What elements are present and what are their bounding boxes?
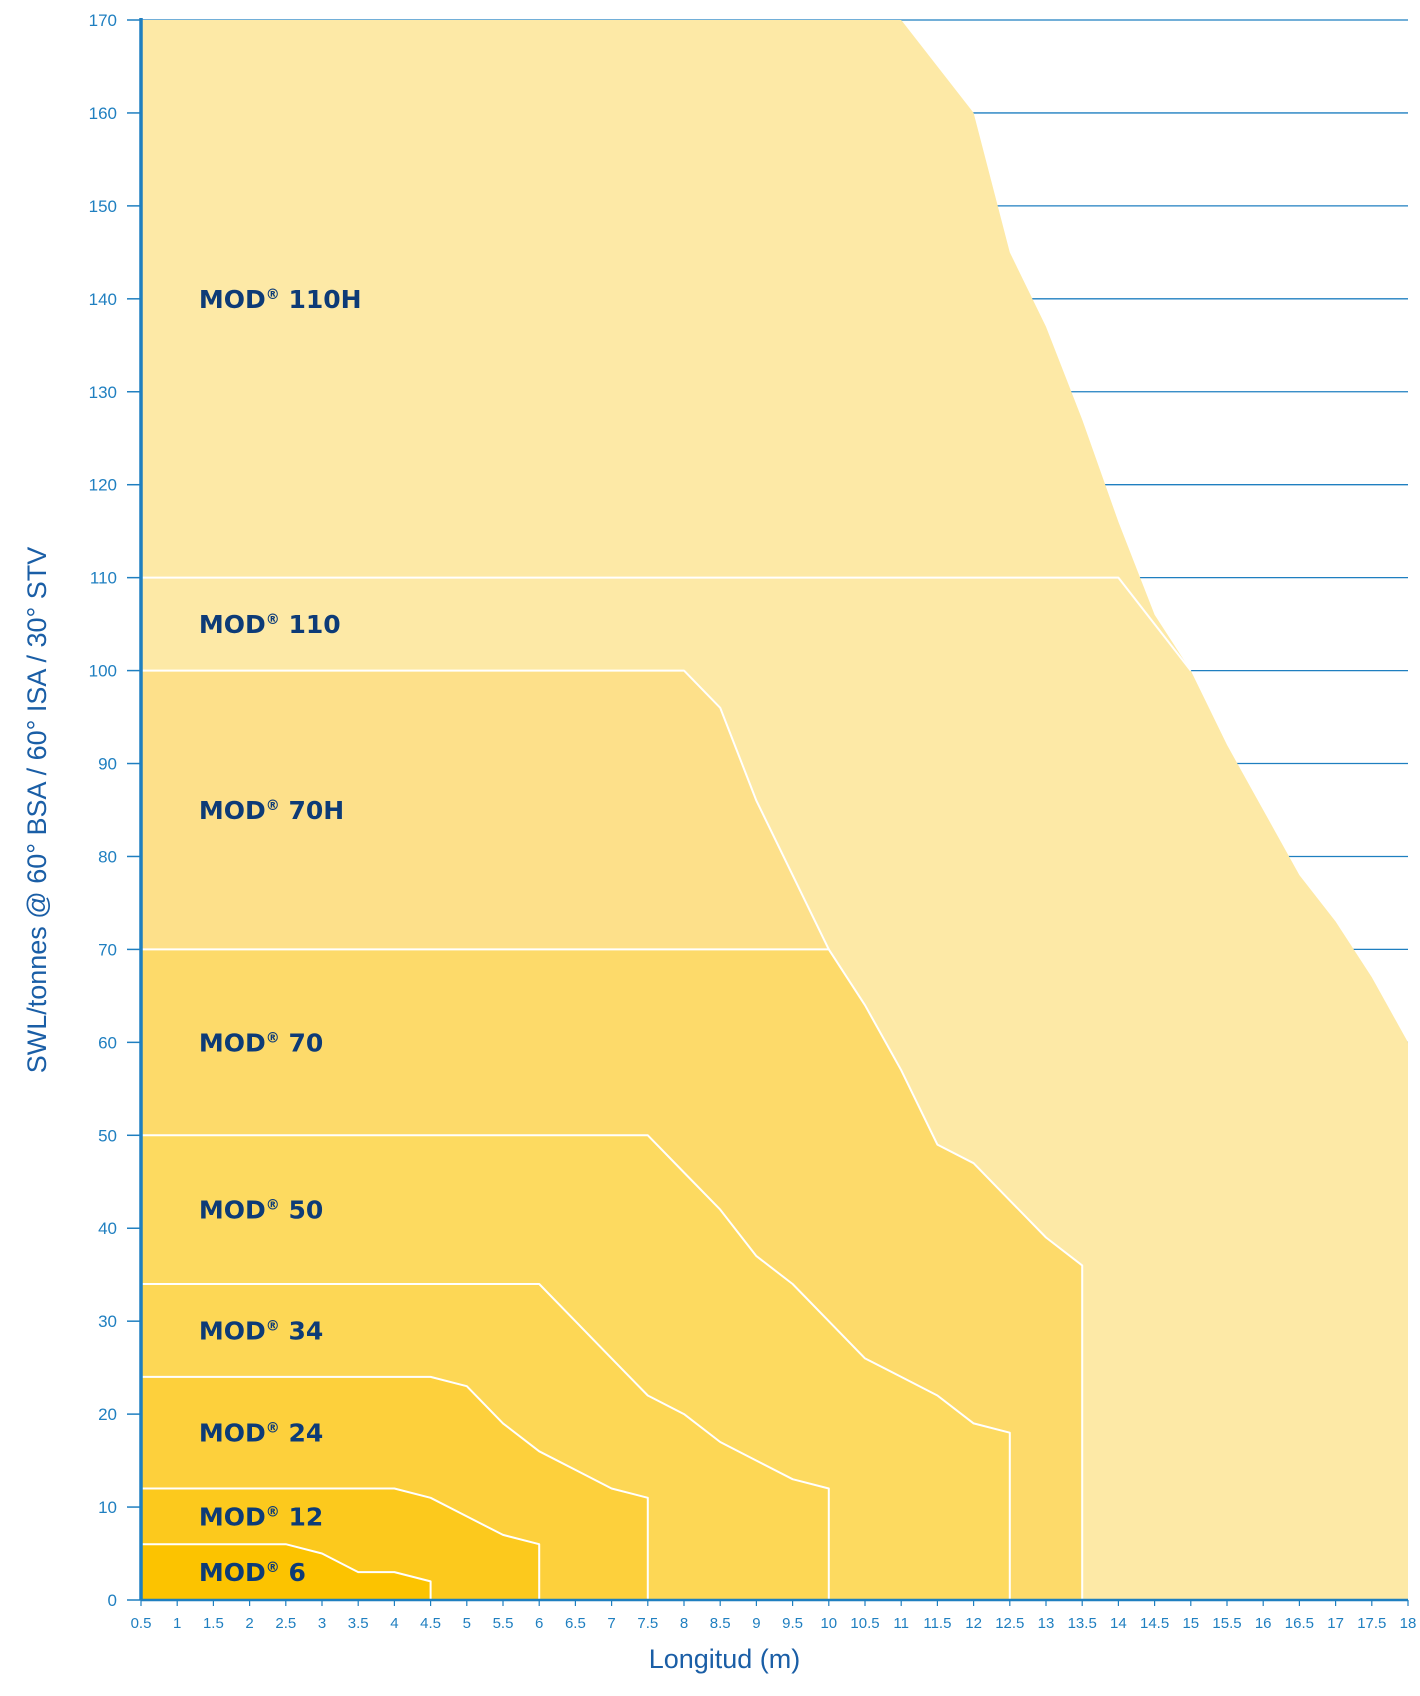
y-tick-label: 150 <box>89 197 117 216</box>
y-tick-label: 50 <box>98 1126 117 1145</box>
tick-labels: 0102030405060708090100110120130140150160… <box>89 11 1417 1632</box>
x-tick-label: 11.5 <box>923 1615 951 1632</box>
x-tick-label: 12.5 <box>995 1615 1024 1632</box>
x-tick-label: 1.5 <box>203 1615 224 1632</box>
y-tick-label: 80 <box>98 847 117 866</box>
y-tick-label: 170 <box>89 11 117 30</box>
label-mod-70h: MOD® 70H <box>199 796 344 825</box>
x-tick-label: 10 <box>820 1615 837 1632</box>
y-tick-label: 140 <box>89 290 117 309</box>
area-mod-6 <box>141 1544 431 1600</box>
x-tick-label: 11 <box>893 1615 909 1632</box>
x-tick-label: 6.5 <box>565 1615 586 1632</box>
y-tick-label: 40 <box>98 1219 117 1238</box>
x-tick-label: 13 <box>1038 1615 1055 1632</box>
y-tick-label: 30 <box>98 1312 117 1331</box>
x-tick-label: 17 <box>1327 1615 1344 1632</box>
boundary-mod-110 <box>141 576 1192 672</box>
y-tick-label: 60 <box>98 1033 117 1052</box>
x-tick-label: 18 <box>1400 1615 1417 1632</box>
label-mod-110h: MOD® 110H <box>199 285 362 314</box>
x-tick-label: 13.5 <box>1068 1615 1097 1632</box>
region-labels: MOD® 110H MOD® 110 MOD® 70H MOD® 70 MOD® 50 M… <box>199 285 362 1587</box>
x-tick-label: 14.5 <box>1140 1615 1169 1632</box>
capacity-boundaries <box>141 576 1192 1600</box>
x-tick-label: 8.5 <box>710 1615 731 1632</box>
x-tick-label: 17.5 <box>1357 1615 1386 1632</box>
label-mod-34: MOD® 34 <box>199 1316 323 1345</box>
x-tick-label: 12 <box>965 1615 982 1632</box>
boundary-mod-34 <box>141 1283 830 1600</box>
y-tick-label: 110 <box>90 569 117 588</box>
x-tick-label: 3.5 <box>348 1615 369 1632</box>
x-tick-label: 0.5 <box>131 1615 152 1632</box>
x-tick-label: 4 <box>390 1615 398 1632</box>
x-axis-title: Longitud (m) <box>649 1644 801 1674</box>
x-tick-label: 7 <box>607 1615 615 1632</box>
y-tick-label: 130 <box>89 383 117 402</box>
x-tick-label: 3 <box>318 1615 326 1632</box>
x-tick-label: 9.5 <box>782 1615 803 1632</box>
x-tick-label: 5 <box>463 1615 471 1632</box>
label-mod-12: MOD® 12 <box>199 1502 323 1531</box>
x-tick-label: 1 <box>173 1615 181 1632</box>
x-tick-label: 9 <box>752 1615 760 1632</box>
x-tick-label: 4.5 <box>420 1615 441 1632</box>
y-tick-label: 10 <box>98 1498 117 1517</box>
boundary-mod-70h <box>141 669 830 950</box>
label-mod-110: MOD® 110 <box>199 610 341 639</box>
label-mod-50: MOD® 50 <box>199 1196 323 1225</box>
boundary-mod-24 <box>141 1375 649 1600</box>
axes <box>127 18 1409 1606</box>
boundary-mod-50 <box>141 1134 1011 1600</box>
y-tick-label: 0 <box>108 1591 117 1610</box>
x-tick-label: 15 <box>1182 1615 1199 1632</box>
x-tick-label: 2.5 <box>275 1615 296 1632</box>
x-tick-label: 7.5 <box>637 1615 658 1632</box>
x-tick-label: 16 <box>1255 1615 1272 1632</box>
boundary-mod-12 <box>141 1487 541 1600</box>
label-mod-70: MOD® 70 <box>199 1028 323 1057</box>
label-mod-24: MOD® 24 <box>199 1419 323 1448</box>
label-mod-6: MOD® 6 <box>199 1558 306 1587</box>
x-tick-label: 6 <box>535 1615 543 1632</box>
x-tick-label: 16.5 <box>1285 1615 1314 1632</box>
y-axis-title: SWL/tonnes @ 60° BSA / 60° ISA / 30° STV <box>22 547 52 1074</box>
x-tick-label: 10.5 <box>850 1615 879 1632</box>
y-tick-label: 90 <box>98 755 117 774</box>
x-tick-label: 15.5 <box>1212 1615 1241 1632</box>
x-tick-label: 14 <box>1110 1615 1127 1632</box>
x-tick-label: 8 <box>680 1615 688 1632</box>
x-tick-label: 2 <box>245 1615 253 1632</box>
boundary-mod-6 <box>141 1543 432 1600</box>
y-tick-label: 20 <box>98 1405 117 1424</box>
y-tick-label: 100 <box>89 662 117 681</box>
boundary-mod-70 <box>141 948 1084 1600</box>
y-tick-label: 70 <box>98 940 117 959</box>
y-tick-label: 160 <box>89 104 117 123</box>
y-tick-label: 120 <box>89 476 117 495</box>
x-tick-label: 5.5 <box>493 1615 514 1632</box>
